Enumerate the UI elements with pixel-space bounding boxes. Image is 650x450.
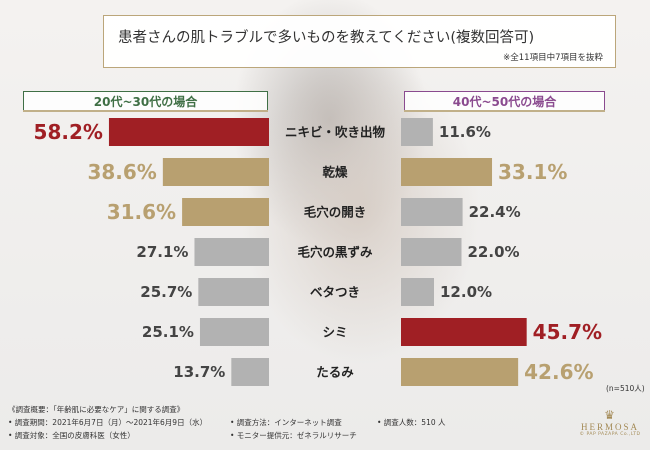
hermosa-logo: ♛ HERMOSA © PAP PAZAPA Co.,LTD [570, 408, 650, 437]
category-label: 毛穴の開き [304, 205, 367, 220]
chart-title: 患者さんの肌トラブルで多いものを教えてください(複数回答可) [118, 30, 535, 46]
left-value-label: 58.2% [34, 120, 103, 144]
left-bar [198, 278, 269, 306]
right-bar [401, 158, 493, 186]
left-value-label: 38.6% [87, 160, 156, 184]
left-value-label: 31.6% [107, 200, 176, 224]
left-value-label: 27.1% [136, 243, 188, 261]
left-value-label: 13.7% [173, 363, 225, 381]
left-value-label: 25.1% [142, 323, 194, 341]
right-bar [401, 238, 462, 266]
right-value-label: 33.1% [498, 160, 567, 184]
right-value-label: 45.7% [533, 320, 602, 344]
footer-summary: 《調査概要：「年齢肌に必要なケア」に関する調査》 [8, 405, 185, 414]
category-label: たるみ [316, 365, 354, 380]
right-bar [401, 198, 463, 226]
footer-respondents: • 調査人数：510 人 [377, 418, 446, 427]
category-label: シミ [322, 325, 347, 340]
right-bar [401, 278, 434, 306]
left-bar [199, 318, 269, 346]
title-note: ※全11項目中7項目を抜粋 [503, 53, 603, 63]
left-segment-label: 20代~30代の場合 [23, 91, 268, 111]
logo-name: HERMOSA [580, 422, 639, 432]
right-value-label: 11.6% [439, 123, 491, 141]
footer-provider: • モニター提供元：ゼネラルリサーチ [230, 431, 357, 440]
right-value-label: 22.0% [468, 243, 520, 261]
footer-target: • 調査対象：全国の皮膚科医（女性） [8, 431, 135, 440]
left-bar [182, 198, 269, 226]
sample-size: (n=510人) [606, 384, 645, 393]
logo-sub: © PAP PAZAPA Co.,LTD [579, 432, 641, 437]
footer-method: • 調査方法：インターネット調査 [230, 418, 342, 427]
right-value-label: 22.4% [469, 203, 521, 221]
right-value-label: 12.0% [440, 283, 492, 301]
category-label: 乾燥 [322, 165, 348, 180]
category-label: ベタつき [310, 285, 360, 300]
left-bar [162, 158, 269, 186]
left-value-label: 25.7% [140, 283, 192, 301]
left-label-underline [23, 110, 268, 112]
right-label-underline [404, 110, 605, 112]
category-label: 毛穴の黒ずみ [297, 245, 373, 260]
footer-period: • 調査期間：2021年6月7日（月）～2021年6月9日（水） [8, 418, 208, 427]
right-bar [401, 358, 519, 386]
left-bar [108, 118, 269, 146]
left-bar [194, 238, 269, 266]
crown-icon: ♛ [604, 408, 616, 422]
title-box: 患者さんの肌トラブルで多いものを教えてください(複数回答可) ※全11項目中7項… [103, 15, 616, 68]
right-bar [401, 118, 433, 146]
right-value-label: 42.6% [524, 360, 593, 384]
category-label: ニキビ・吹き出物 [285, 125, 386, 140]
right-bar [401, 318, 527, 346]
left-bar [231, 358, 269, 386]
